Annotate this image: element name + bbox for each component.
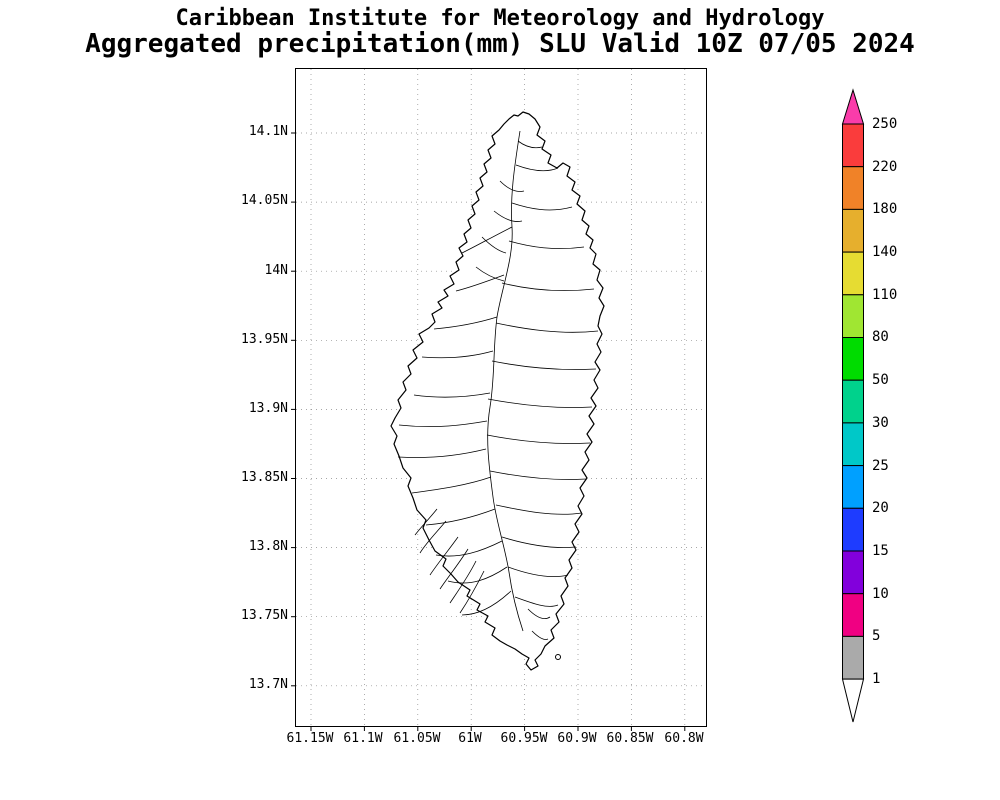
colorbar-segment: [842, 465, 864, 509]
title-line-2: Aggregated precipitation(mm) SLU Valid 1…: [85, 29, 915, 59]
lat-tick-label: 13.8N: [248, 539, 288, 554]
colorbar-segment: [842, 208, 864, 253]
lon-tick-label: 60.85W: [606, 731, 654, 746]
colorbar-label: 250: [872, 116, 898, 132]
colorbar-segment: [842, 251, 864, 296]
lat-tick-label: 14N: [264, 263, 288, 278]
offshore-islet: [555, 654, 561, 660]
colorbar-segment: [842, 294, 864, 339]
colorbar-segment: [842, 379, 864, 424]
colorbar-segment: [842, 166, 864, 210]
lon-tick-label: 61.15W: [286, 731, 334, 746]
lat-tick-label: 14.1N: [248, 124, 288, 139]
colorbar-scale: [841, 88, 865, 723]
colorbar-arrow-bottom: [841, 678, 865, 723]
lat-tick-label: 13.95N: [241, 332, 288, 347]
lon-tick-label: 61.1W: [343, 731, 383, 746]
colorbar-arrow-top: [841, 88, 865, 125]
lat-tick-label: 13.75N: [241, 608, 288, 623]
colorbar: [841, 88, 865, 724]
colorbar-segment: [842, 337, 864, 381]
title-line-1: Caribbean Institute for Meteorology and …: [175, 6, 825, 31]
colorbar-segment: [842, 422, 864, 467]
lat-tick-label: 13.7N: [248, 677, 288, 692]
colorbar-segment: [842, 507, 864, 552]
lat-tick-label: 13.85N: [241, 470, 288, 485]
colorbar-label: 20: [872, 500, 889, 516]
colorbar-label: 15: [872, 543, 889, 559]
colorbar-segment: [842, 635, 864, 680]
colorbar-segment: [842, 550, 864, 595]
lon-tick-label: 60.8W: [664, 731, 704, 746]
lon-tick-label: 61.05W: [393, 731, 441, 746]
colorbar-label: 110: [872, 287, 898, 303]
colorbar-label: 50: [872, 372, 889, 388]
colorbar-label: 5: [872, 628, 881, 644]
lat-tick-label: 14.05N: [241, 193, 288, 208]
colorbar-label: 10: [872, 586, 889, 602]
colorbar-label: 140: [872, 244, 898, 260]
colorbar-segment: [842, 593, 864, 637]
axis-ticks: [291, 132, 686, 731]
colorbar-label: 180: [872, 201, 898, 217]
lon-tick-label: 61W: [458, 731, 482, 746]
watershed-boundaries: [397, 130, 599, 640]
colorbar-segment: [842, 123, 864, 168]
saint-lucia-map: [291, 69, 706, 731]
colorbar-label: 30: [872, 415, 889, 431]
colorbar-label: 1: [872, 671, 881, 687]
map-plot-area: [291, 68, 707, 731]
lat-tick-label: 13.9N: [248, 401, 288, 416]
lon-tick-label: 60.95W: [500, 731, 548, 746]
colorbar-label: 25: [872, 458, 889, 474]
lon-tick-label: 60.9W: [557, 731, 597, 746]
colorbar-label: 220: [872, 159, 898, 175]
island-outline: [390, 111, 605, 671]
colorbar-label: 80: [872, 329, 889, 345]
